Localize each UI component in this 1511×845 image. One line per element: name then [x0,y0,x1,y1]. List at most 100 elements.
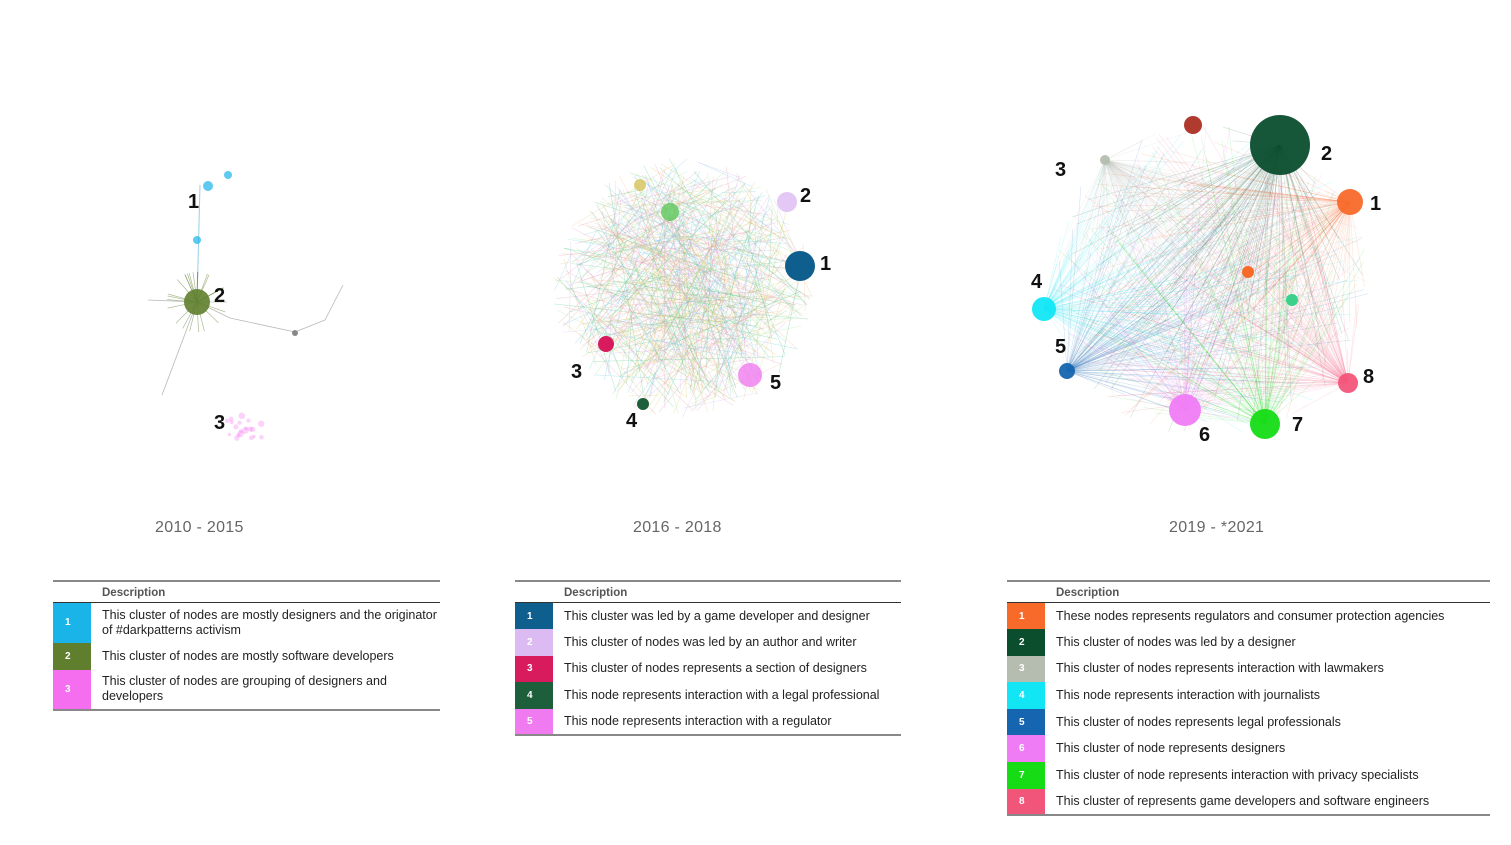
network-edge [638,190,770,358]
network-edge [1184,174,1323,411]
network-edge [644,309,778,340]
network-edge [673,315,738,358]
network-edge [692,276,723,392]
table-row: 2 This cluster of nodes are mostly softw… [53,642,440,670]
network-edge [1066,370,1261,382]
network-edge [1082,233,1266,425]
network-edge [555,279,734,299]
network-edge [632,264,714,381]
network-edge [627,294,720,345]
network-edge [587,286,747,310]
network-edge [652,176,728,291]
network-edge [1173,281,1349,384]
network-edge [1328,201,1351,303]
network-edge [606,205,740,320]
network-edge [673,194,770,346]
network-edge [1256,302,1349,384]
network-edge [1184,313,1289,411]
network-edge [613,187,717,255]
network-edge [689,302,781,346]
network-edge [1184,222,1196,411]
network-edge [1066,322,1338,372]
network-edge [1241,303,1266,425]
network-edge [1299,232,1349,384]
network-edge [572,238,770,265]
cluster-label-8: 8 [1363,366,1374,388]
network-edge [768,207,802,258]
network-edge [1313,248,1349,384]
network-edge [744,255,786,356]
network-edge [1122,201,1351,269]
network-edge [1184,278,1327,411]
network-edge [650,167,673,216]
network-edge [690,193,785,239]
network-edge [1184,210,1201,411]
network-edge [1221,140,1266,425]
network-node [1169,394,1201,426]
network-edge [1349,201,1358,328]
network-edge [1184,144,1281,432]
network-edge [1043,237,1203,310]
table-row: 3 This cluster of nodes represents inter… [1007,655,1490,683]
network-edge [1059,284,1349,384]
network-edge [591,297,699,345]
network-edge [1349,201,1365,287]
network-edge [680,379,710,398]
network-edge [1105,144,1281,383]
network-edge [1277,201,1351,299]
network-edge [1066,342,1151,372]
network-edge [1167,201,1351,231]
network-edge [1165,136,1349,384]
network-edge [609,205,643,247]
network-edge [1104,159,1334,350]
network-edge [1143,243,1349,384]
network-edge [1066,253,1091,372]
network-edge [613,318,797,326]
network-edge [1204,144,1281,315]
network-edge [608,323,760,391]
network-edge [608,320,670,396]
network-edge [1193,184,1351,203]
network-edge [1144,407,1266,425]
network-edge [740,251,762,303]
network-edge [589,210,742,353]
network-edge [1264,328,1330,425]
network-edge [637,269,771,305]
network-edge [1100,159,1106,239]
network-edge [575,295,693,410]
network-edge [1087,201,1351,341]
network-edge [1078,159,1106,308]
network-edge [725,320,732,398]
network-edge [1091,294,1266,425]
network-edge [656,184,770,232]
network-edge [1104,159,1200,296]
network-edge [1181,201,1351,225]
network-edge [612,202,705,222]
network-edge [721,228,773,368]
network-edge [641,247,774,251]
network-edge [606,283,655,300]
cluster-label-3: 3 [1055,159,1066,181]
network-edge [1104,159,1190,239]
network-edge [1066,228,1074,372]
network-edge [1096,331,1266,425]
network-edge [1110,144,1281,390]
network-edge [593,277,685,287]
network-edge [1043,201,1125,310]
network-edge [773,198,799,258]
network-edge [635,324,720,356]
network-edge [642,200,762,206]
network-edge [643,277,700,400]
network-edge [1264,293,1350,425]
network-edge [615,206,697,341]
network-edge [697,379,722,411]
network-edge [616,250,778,387]
network-edge [1279,144,1343,335]
network-edge [1066,273,1185,372]
network-edge [1098,346,1186,411]
network-edge [765,188,793,256]
network-edge [1043,197,1142,310]
network-edge [626,191,724,217]
network-edge [619,175,687,300]
network-edge [1259,298,1349,384]
